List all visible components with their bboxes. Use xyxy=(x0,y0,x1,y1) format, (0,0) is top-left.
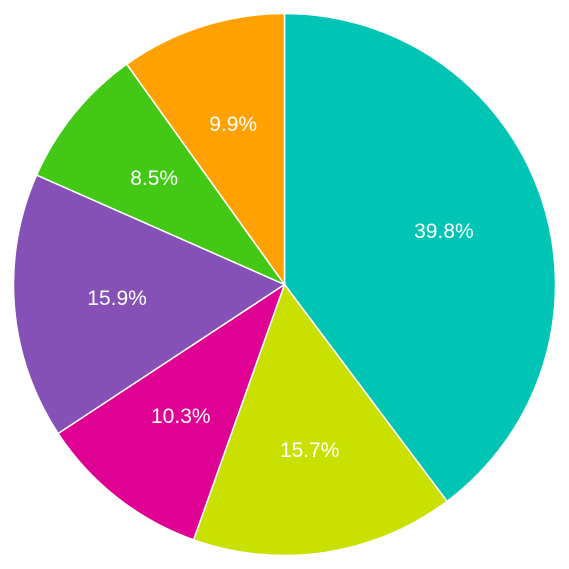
pie-slice-label-3: 10.3% xyxy=(151,405,211,428)
pie-slice-label-2: 15.7% xyxy=(280,439,340,462)
pie-slice-6 xyxy=(125,12,286,287)
pie-slice-label-5: 8.5% xyxy=(130,167,178,190)
pie-labels: 39.8% 15.7% 10.3% 15.9% 8.5% 9.9% xyxy=(87,113,473,462)
pie-slice-label-6: 9.9% xyxy=(209,113,257,136)
pie-slice-label-4: 15.9% xyxy=(87,287,147,310)
pie-slice-2 xyxy=(192,282,449,557)
pie-slice-label-1: 39.8% xyxy=(414,220,474,243)
pie-slice-5 xyxy=(35,63,287,287)
pie-slice-1 xyxy=(283,12,557,503)
pie-slices xyxy=(12,12,557,557)
pie-slice-3 xyxy=(57,282,286,541)
pie-slice-4 xyxy=(12,174,287,435)
